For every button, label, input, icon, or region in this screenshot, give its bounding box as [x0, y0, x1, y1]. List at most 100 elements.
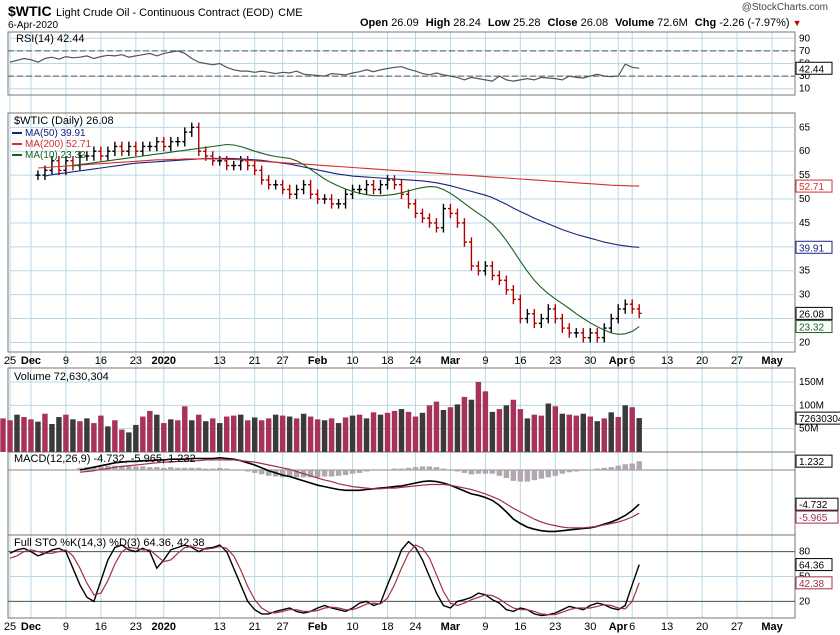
- volume-bar: [70, 419, 76, 452]
- volume-bar: [377, 414, 384, 452]
- x-axis-label: 10: [346, 355, 358, 367]
- macd-last-value: -5.965: [799, 513, 828, 524]
- price-last-value: 39.91: [799, 243, 824, 254]
- macd-histogram-bar: [510, 470, 517, 481]
- x-axis-label: Feb: [308, 355, 328, 367]
- volume-bar: [286, 416, 293, 452]
- open-label: Open: [360, 17, 389, 29]
- volume-bar: [182, 406, 188, 452]
- macd-histogram-bar: [77, 467, 83, 471]
- volume-bar: [237, 414, 244, 452]
- volume-bar: [98, 415, 104, 452]
- volume-bar: [398, 409, 405, 452]
- macd-histogram-bar: [601, 467, 607, 471]
- close-label: Close: [547, 17, 578, 29]
- volume-bar: [217, 423, 223, 452]
- volume-bar: [112, 420, 118, 452]
- macd-last-value-box: [795, 454, 833, 468]
- macd-histogram-bar: [412, 467, 419, 471]
- volume-bar: [196, 414, 202, 452]
- volume-bar: [7, 420, 13, 452]
- volume-bar: [49, 424, 55, 452]
- x-axis-label: Dec: [21, 355, 41, 367]
- instrument-name: Light Crude Oil - Continuous Contract (E…: [56, 7, 274, 19]
- macd-histogram-bar: [433, 467, 440, 471]
- x-axis-label-bottom: 6: [629, 621, 635, 633]
- x-axis-label: 23: [549, 355, 561, 367]
- x-axis-label-bottom: 30: [584, 621, 596, 633]
- macd-histogram-bar: [559, 470, 566, 474]
- macd-histogram-bar: [133, 466, 139, 471]
- volume-bar: [524, 418, 531, 452]
- volume-bar: [636, 418, 642, 452]
- volume-bar: [622, 405, 628, 452]
- sto-k-last-value-box: [795, 558, 833, 572]
- macd-histogram-bar: [384, 469, 391, 471]
- macd-histogram-bar: [189, 467, 195, 471]
- price-last-value: 23.32: [799, 323, 824, 334]
- macd-histogram-bar: [168, 467, 174, 471]
- macd-last-value-box: [795, 497, 839, 511]
- price-tick-label: 60: [799, 146, 811, 157]
- volume-bar: [335, 423, 342, 452]
- x-axis-label: 13: [661, 355, 673, 367]
- x-axis-label: Apr: [609, 355, 629, 367]
- macd-histogram-bar: [538, 470, 545, 479]
- macd-histogram-bar: [552, 470, 559, 476]
- volume-bar: [189, 420, 195, 452]
- volume-bar: [42, 413, 48, 452]
- macd-last-value: 1.232: [799, 457, 824, 468]
- macd-histogram-bar: [377, 469, 384, 471]
- x-axis-label: 9: [482, 355, 488, 367]
- macd-histogram-bar: [566, 470, 573, 473]
- volume-bar: [566, 414, 573, 452]
- macd-histogram-bar: [489, 470, 496, 474]
- rsi-last-value-box: [795, 61, 833, 75]
- x-axis-label-bottom: May: [761, 621, 783, 633]
- volume-bar: [349, 415, 356, 452]
- ma200-line: [37, 158, 640, 187]
- price-tick-label: 45: [799, 218, 811, 229]
- volume-tick-label: 50M: [799, 424, 818, 435]
- macd-histogram-bar: [482, 470, 489, 474]
- volume-bar: [28, 419, 34, 452]
- volume-bar: [405, 411, 412, 452]
- legend-ma10-line: MA(10) 23.32: [25, 150, 86, 161]
- macd-histogram-bar: [363, 470, 370, 472]
- macd-histogram-bar: [391, 468, 398, 471]
- volume-bar: [175, 420, 181, 452]
- volume-bar: [356, 414, 363, 452]
- macd-histogram-bar: [503, 470, 510, 478]
- macd-histogram-bar: [147, 467, 153, 471]
- x-axis-label-bottom: 23: [549, 621, 561, 633]
- volume-bar: [419, 412, 426, 452]
- volume-bar: [573, 415, 580, 452]
- symbol: $WTIC: [8, 3, 52, 19]
- volume-bar: [468, 399, 475, 452]
- volume-bar: [105, 426, 111, 452]
- x-axis-label-bottom: Dec: [21, 621, 41, 633]
- macd-histogram-bar: [594, 468, 600, 471]
- volume-bar: [91, 423, 97, 452]
- x-axis-label-bottom: 13: [661, 621, 673, 633]
- volume-bar: [244, 420, 251, 452]
- volume-bar: [580, 413, 586, 452]
- macd-histogram-bar: [126, 465, 132, 471]
- sto-k-line: [9, 540, 640, 617]
- rsi-tick-label: 10: [799, 84, 811, 95]
- x-axis-label: 2020: [152, 355, 176, 367]
- volume-bar: [608, 412, 614, 452]
- macd-histogram-bar: [629, 463, 635, 471]
- volume-bar: [84, 418, 90, 452]
- volume-bar: [161, 423, 167, 452]
- sto-d-last-value-box: [795, 576, 833, 590]
- sto-tick-label: 80: [799, 547, 811, 558]
- volume-bar: [594, 421, 600, 452]
- x-axis-label: 27: [277, 355, 289, 367]
- x-axis-label: 20: [696, 355, 708, 367]
- volume-bar: [328, 418, 335, 452]
- price-last-value: 26.08: [799, 309, 824, 320]
- volume-bar: [63, 414, 69, 452]
- price-tick-label: 55: [799, 170, 811, 181]
